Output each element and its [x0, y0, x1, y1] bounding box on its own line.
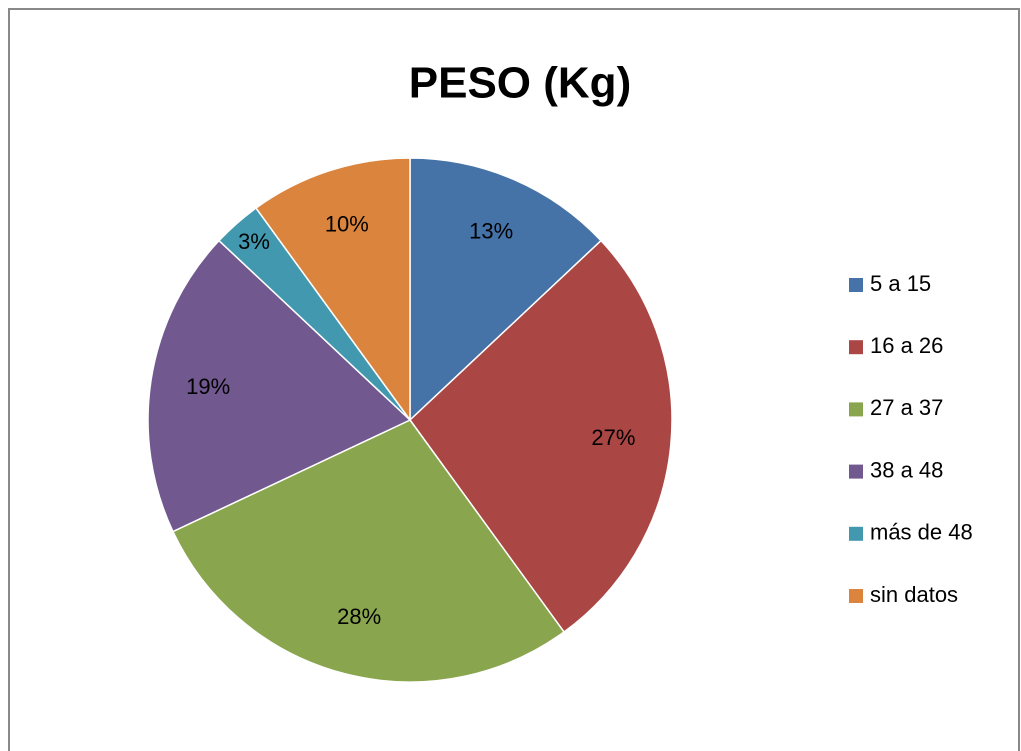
- legend-swatch: [849, 402, 863, 417]
- legend-label: más de 48: [870, 520, 973, 545]
- legend-label: 38 a 48: [870, 457, 943, 482]
- data-label: 3%: [238, 229, 270, 254]
- legend-swatch: [849, 278, 863, 292]
- legend-label: sin datos: [870, 582, 958, 607]
- legend-swatch: [849, 526, 863, 541]
- legend-swatch: [849, 340, 863, 355]
- data-label: 10%: [325, 211, 369, 236]
- legend-swatch: [849, 589, 863, 603]
- data-label: 19%: [186, 374, 230, 399]
- pie-slice: [409, 239, 673, 634]
- legend-label: 27 a 37: [870, 395, 943, 420]
- legend-label: 16 a 26: [870, 333, 943, 358]
- legend-label: 5 a 15: [870, 271, 931, 296]
- pie-slice: [171, 419, 566, 683]
- pie-slice: [254, 157, 411, 423]
- data-label: 28%: [337, 604, 381, 629]
- chart-title: PESO (Kg): [409, 59, 631, 108]
- data-label: 27%: [591, 425, 635, 450]
- data-label: 13%: [469, 218, 513, 243]
- pie-slice: [147, 239, 412, 533]
- pie-slice: [409, 157, 603, 422]
- legend-swatch: [849, 464, 863, 479]
